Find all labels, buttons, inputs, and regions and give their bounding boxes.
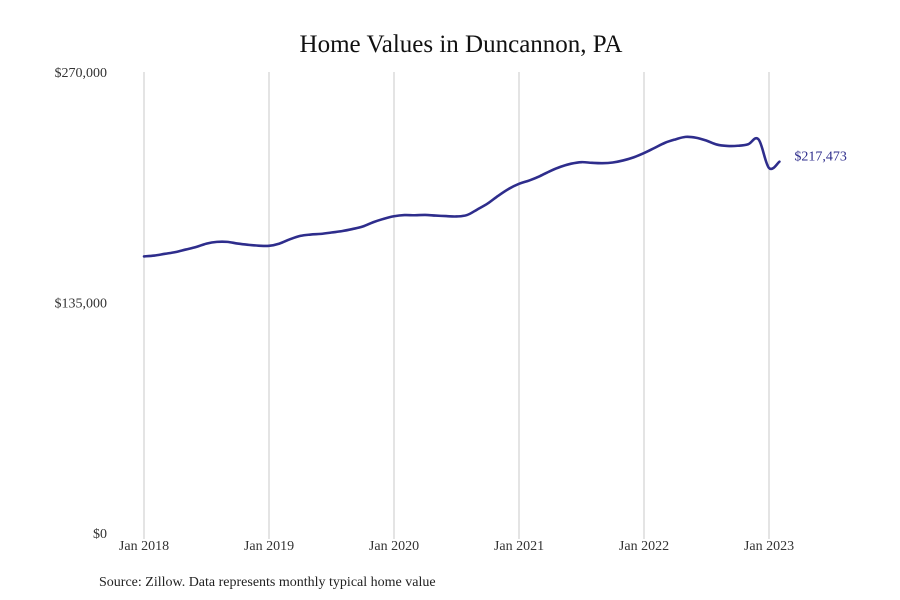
end-value-label: $217,473 [794,150,847,165]
x-tick-label: Jan 2020 [369,539,419,554]
y-tick-label: $270,000 [55,66,108,81]
y-tick-label: $135,000 [55,297,108,312]
x-tick-label: Jan 2021 [494,539,544,554]
series-line-0 [142,135,781,258]
x-tick-label: Jan 2018 [119,539,169,554]
x-axis-ticks: Jan 2018 Jan 2019 Jan 2020 Jan 2021 Jan 2022… [119,539,794,554]
series-layer: $217,473 [142,135,847,258]
x-tick-label: Jan 2022 [619,539,669,554]
x-tick-label: Jan 2019 [244,539,294,554]
y-axis-ticks: $0 $135,000 $270,000 [55,66,108,542]
source-note: Source: Zillow. Data represents monthly … [99,575,436,590]
x-tick-label: Jan 2023 [744,539,794,554]
gridlines [143,72,770,539]
y-tick-label: $0 [93,527,107,542]
chart-title: Home Values in Duncannon, PA [300,31,623,58]
